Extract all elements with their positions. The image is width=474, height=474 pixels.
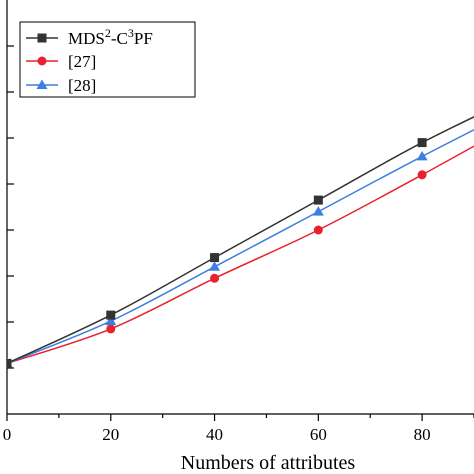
x-axis-title: Numbers of attributes: [181, 452, 356, 474]
legend-label-mds: MDS2-C3PF: [68, 26, 153, 48]
data-point-square: [106, 310, 116, 320]
triangle-marker-icon: [36, 79, 48, 89]
legend-label-27: [27]: [68, 52, 96, 71]
legend-entry-27: [27]: [26, 52, 96, 71]
data-point-triangle: [209, 261, 221, 271]
circle-marker-icon: [37, 56, 47, 66]
series-layer: [7, 115, 474, 368]
data-point-circle: [313, 225, 323, 235]
data-point-square: [313, 195, 323, 205]
data-point-circle: [106, 324, 116, 334]
data-point-square: [7, 358, 12, 368]
square-marker-icon: [37, 33, 47, 43]
data-point-triangle: [105, 315, 117, 326]
x-tick-label: 20: [102, 425, 119, 444]
data-point-square: [210, 253, 220, 263]
data-point-circle: [417, 170, 427, 180]
series-line: [7, 128, 474, 365]
axis-ticks: [6, 45, 474, 421]
data-point-circle: [210, 273, 220, 283]
legend: MDS2-C3PF [27] [28]: [19, 21, 196, 98]
legend-entry-mds: MDS2-C3PF: [26, 26, 153, 48]
data-point-square: [417, 138, 427, 148]
x-tick-label: 0: [3, 425, 12, 444]
series-line: [7, 115, 474, 365]
x-tick-label: 60: [310, 425, 327, 444]
data-point-triangle: [416, 150, 428, 161]
series-line: [7, 145, 474, 365]
x-tick-labels: 0 20 40 60 80: [3, 425, 431, 444]
data-point-triangle: [312, 206, 324, 216]
x-tick-label: 40: [206, 425, 223, 444]
plot-frame: [6, 0, 474, 415]
legend-label-28: [28]: [68, 76, 96, 95]
x-tick-label: 80: [414, 425, 431, 444]
legend-entry-28: [28]: [26, 76, 96, 95]
